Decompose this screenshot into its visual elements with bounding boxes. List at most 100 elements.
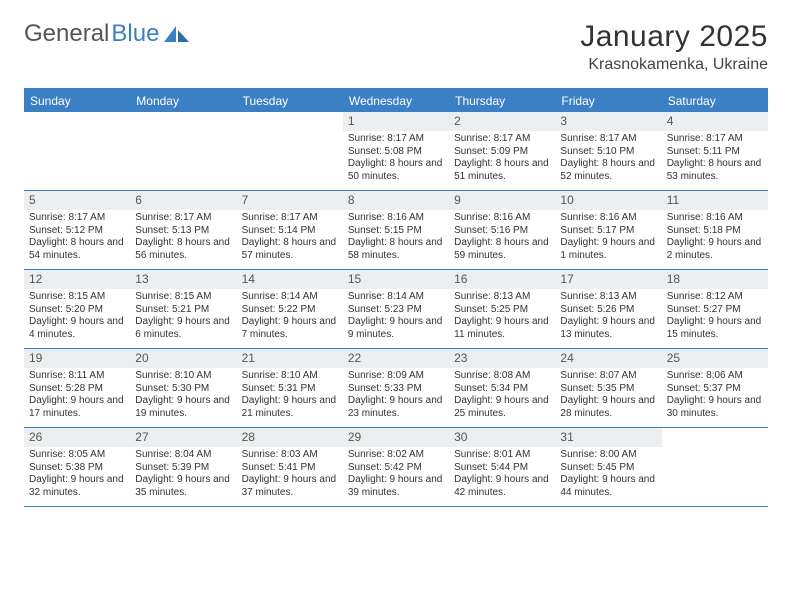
sunset-line: Sunset: 5:34 PM (454, 383, 551, 396)
daylight-line: Daylight: 9 hours and 6 minutes. (135, 316, 232, 341)
title-block: January 2025 Krasnokamenka, Ukraine (580, 20, 768, 74)
sunrise-line: Sunrise: 8:14 AM (348, 291, 445, 304)
calendar-day: 24Sunrise: 8:07 AMSunset: 5:35 PMDayligh… (555, 349, 661, 427)
calendar-day: 13 Sunrise: 8:15 AMSunset: 5:21 PMDayligh… (130, 270, 236, 348)
sunrise-line: Sunrise: 8:17 AM (242, 212, 339, 225)
sunset-line: Sunset: 5:16 PM (454, 225, 551, 238)
calendar-day-empty (237, 112, 343, 190)
sunset-line: Sunset: 5:35 PM (560, 383, 657, 396)
sunrise-line: Sunrise: 8:17 AM (135, 212, 232, 225)
day-number: 24 (555, 349, 661, 368)
day-number: 7 (237, 191, 343, 210)
sunset-line: Sunset: 5:25 PM (454, 304, 551, 317)
calendar-day: 16Sunrise: 8:13 AMSunset: 5:25 PMDayligh… (449, 270, 555, 348)
day-body: Sunrise: 8:12 AMSunset: 5:27 PMDaylight:… (662, 289, 768, 345)
calendar-week: 1Sunrise: 8:17 AMSunset: 5:08 PMDaylight… (24, 112, 768, 191)
daylight-line: Daylight: 9 hours and 17 minutes. (29, 395, 126, 420)
sunrise-line: Sunrise: 8:05 AM (29, 449, 126, 462)
day-body: Sunrise: 8:17 AMSunset: 5:10 PMDaylight:… (555, 131, 661, 187)
calendar-day-empty (130, 112, 236, 190)
day-number: 23 (449, 349, 555, 368)
sunrise-line: Sunrise: 8:17 AM (348, 133, 445, 146)
calendar-day: 4Sunrise: 8:17 AMSunset: 5:11 PMDaylight… (662, 112, 768, 190)
day-number: 13 (130, 270, 236, 289)
day-number: 5 (24, 191, 130, 210)
logo-text-1: General (24, 20, 109, 48)
sunrise-line: Sunrise: 8:00 AM (560, 449, 657, 462)
calendar-day: 8Sunrise: 8:16 AMSunset: 5:15 PMDaylight… (343, 191, 449, 269)
day-number (237, 112, 343, 131)
sunset-line: Sunset: 5:39 PM (135, 462, 232, 475)
day-body: Sunrise: 8:16 AMSunset: 5:15 PMDaylight:… (343, 210, 449, 266)
calendar-week: 5Sunrise: 8:17 AMSunset: 5:12 PMDaylight… (24, 191, 768, 270)
sunset-line: Sunset: 5:42 PM (348, 462, 445, 475)
sunrise-line: Sunrise: 8:17 AM (454, 133, 551, 146)
daylight-line: Daylight: 9 hours and 2 minutes. (667, 237, 764, 262)
calendar-day: 11Sunrise: 8:16 AMSunset: 5:18 PMDayligh… (662, 191, 768, 269)
daylight-line: Daylight: 9 hours and 30 minutes. (667, 395, 764, 420)
sunset-line: Sunset: 5:10 PM (560, 146, 657, 159)
calendar-day: 31Sunrise: 8:00 AMSunset: 5:45 PMDayligh… (555, 428, 661, 506)
daylight-line: Daylight: 8 hours and 53 minutes. (667, 158, 764, 183)
sunrise-line: Sunrise: 8:16 AM (348, 212, 445, 225)
dow-header: Sunday (24, 90, 130, 112)
sunset-line: Sunset: 5:15 PM (348, 225, 445, 238)
month-title: January 2025 (580, 20, 768, 54)
sunset-line: Sunset: 5:21 PM (135, 304, 232, 317)
day-body: Sunrise: 8:07 AMSunset: 5:35 PMDaylight:… (555, 368, 661, 424)
sunset-line: Sunset: 5:38 PM (29, 462, 126, 475)
sunrise-line: Sunrise: 8:12 AM (667, 291, 764, 304)
day-body: Sunrise: 8:14 AMSunset: 5:22 PMDaylight:… (237, 289, 343, 345)
sunset-line: Sunset: 5:09 PM (454, 146, 551, 159)
day-body: Sunrise: 8:01 AMSunset: 5:44 PMDaylight:… (449, 447, 555, 503)
calendar-week: 12Sunrise: 8:15 AMSunset: 5:20 PMDayligh… (24, 270, 768, 349)
sunrise-line: Sunrise: 8:16 AM (560, 212, 657, 225)
calendar-day: 30Sunrise: 8:01 AMSunset: 5:44 PMDayligh… (449, 428, 555, 506)
sunrise-line: Sunrise: 8:15 AM (135, 291, 232, 304)
calendar-week: 26Sunrise: 8:05 AMSunset: 5:38 PMDayligh… (24, 428, 768, 507)
calendar-day: 5Sunrise: 8:17 AMSunset: 5:12 PMDaylight… (24, 191, 130, 269)
daylight-line: Daylight: 9 hours and 37 minutes. (242, 474, 339, 499)
day-number: 17 (555, 270, 661, 289)
daylight-line: Daylight: 8 hours and 51 minutes. (454, 158, 551, 183)
day-number: 15 (343, 270, 449, 289)
daylight-line: Daylight: 9 hours and 44 minutes. (560, 474, 657, 499)
calendar-day: 29Sunrise: 8:02 AMSunset: 5:42 PMDayligh… (343, 428, 449, 506)
daylight-line: Daylight: 8 hours and 57 minutes. (242, 237, 339, 262)
daylight-line: Daylight: 9 hours and 7 minutes. (242, 316, 339, 341)
day-number: 30 (449, 428, 555, 447)
calendar-day: 3Sunrise: 8:17 AMSunset: 5:10 PMDaylight… (555, 112, 661, 190)
day-body: Sunrise: 8:10 AMSunset: 5:31 PMDaylight:… (237, 368, 343, 424)
calendar-day: 17Sunrise: 8:13 AMSunset: 5:26 PMDayligh… (555, 270, 661, 348)
sunrise-line: Sunrise: 8:17 AM (560, 133, 657, 146)
sunrise-line: Sunrise: 8:07 AM (560, 370, 657, 383)
calendar-day: 22Sunrise: 8:09 AMSunset: 5:33 PMDayligh… (343, 349, 449, 427)
sunrise-line: Sunrise: 8:10 AM (242, 370, 339, 383)
day-number (662, 428, 768, 447)
sunrise-line: Sunrise: 8:02 AM (348, 449, 445, 462)
calendar-day: 27Sunrise: 8:04 AMSunset: 5:39 PMDayligh… (130, 428, 236, 506)
sunset-line: Sunset: 5:20 PM (29, 304, 126, 317)
day-number: 6 (130, 191, 236, 210)
calendar-weeks: 1Sunrise: 8:17 AMSunset: 5:08 PMDaylight… (24, 112, 768, 507)
daylight-line: Daylight: 9 hours and 42 minutes. (454, 474, 551, 499)
sunset-line: Sunset: 5:31 PM (242, 383, 339, 396)
calendar-day: 10Sunrise: 8:16 AMSunset: 5:17 PMDayligh… (555, 191, 661, 269)
sunset-line: Sunset: 5:11 PM (667, 146, 764, 159)
sunset-line: Sunset: 5:17 PM (560, 225, 657, 238)
sunrise-line: Sunrise: 8:16 AM (454, 212, 551, 225)
daylight-line: Daylight: 9 hours and 1 minutes. (560, 237, 657, 262)
day-number: 31 (555, 428, 661, 447)
day-body: Sunrise: 8:16 AMSunset: 5:18 PMDaylight:… (662, 210, 768, 266)
sunrise-line: Sunrise: 8:11 AM (29, 370, 126, 383)
daylight-line: Daylight: 9 hours and 32 minutes. (29, 474, 126, 499)
day-body: Sunrise: 8:16 AMSunset: 5:16 PMDaylight:… (449, 210, 555, 266)
sunset-line: Sunset: 5:44 PM (454, 462, 551, 475)
location: Krasnokamenka, Ukraine (580, 56, 768, 74)
sunset-line: Sunset: 5:18 PM (667, 225, 764, 238)
calendar-day: 15Sunrise: 8:14 AMSunset: 5:23 PMDayligh… (343, 270, 449, 348)
day-number: 1 (343, 112, 449, 131)
calendar-day: 23Sunrise: 8:08 AMSunset: 5:34 PMDayligh… (449, 349, 555, 427)
day-body: Sunrise: 8:16 AMSunset: 5:17 PMDaylight:… (555, 210, 661, 266)
sunset-line: Sunset: 5:27 PM (667, 304, 764, 317)
